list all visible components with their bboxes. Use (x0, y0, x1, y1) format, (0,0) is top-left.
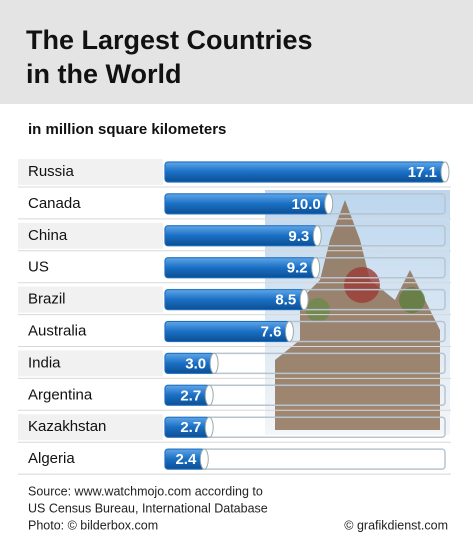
bar-cap (204, 416, 214, 438)
category-label: Argentina (28, 386, 93, 403)
category-label: Algeria (28, 450, 75, 467)
value-label: 8.5 (275, 292, 296, 309)
category-label: Russia (28, 163, 75, 180)
value-label: 7.6 (261, 323, 282, 340)
credit: © grafikdienst.com (344, 518, 448, 532)
value-label: 3.0 (185, 355, 206, 372)
source-note: Photo: © bilderbox.com (28, 518, 158, 532)
bar-cap (312, 225, 322, 247)
row-band (18, 414, 163, 441)
value-label: 2.4 (175, 451, 197, 468)
category-label: Brazil (28, 291, 66, 308)
value-label: 2.7 (180, 387, 201, 404)
row-band (18, 382, 163, 409)
row-band (18, 254, 163, 281)
category-label: Kazakhstan (28, 418, 106, 435)
bar-cap (199, 448, 209, 470)
value-label: 9.3 (288, 228, 309, 245)
row-band (18, 222, 163, 249)
category-label: US (28, 259, 49, 276)
value-label: 9.2 (287, 260, 308, 277)
bar-cap (311, 257, 321, 279)
source-note: US Census Bureau, International Database (28, 501, 268, 515)
bar-cap (440, 161, 450, 183)
category-label: China (28, 227, 68, 244)
row-band (18, 350, 163, 377)
bar (164, 161, 446, 183)
row-band (18, 318, 163, 345)
value-label: 2.7 (180, 419, 201, 436)
category-label: Canada (28, 195, 81, 212)
bar-cap (324, 193, 334, 215)
value-label: 10.0 (292, 196, 321, 213)
row-band (18, 159, 163, 185)
chart-title: in the World (26, 59, 182, 89)
source-note: Source: www.watchmojo.com according to (28, 484, 263, 498)
bar-cap (284, 321, 294, 342)
chart-title: The Largest Countries (26, 25, 313, 55)
row-band (18, 286, 163, 313)
value-label: 17.1 (408, 164, 437, 181)
subtitle: in million square kilometers (28, 121, 226, 138)
header-band (0, 0, 473, 104)
row-band (18, 446, 163, 473)
category-label: Australia (28, 322, 87, 339)
bar-cap (204, 384, 214, 406)
bar-cap (299, 289, 309, 311)
category-label: India (28, 354, 61, 371)
bar-cap (209, 352, 219, 374)
row-band (18, 190, 163, 217)
